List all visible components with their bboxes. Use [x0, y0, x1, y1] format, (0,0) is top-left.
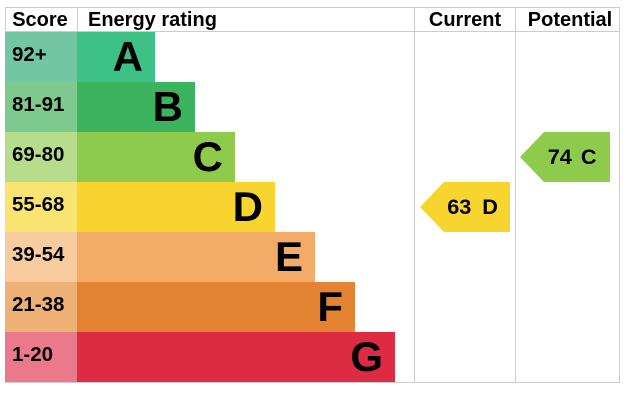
- svg-text:D: D: [482, 194, 498, 219]
- svg-text:C: C: [581, 144, 597, 169]
- svg-text:74: 74: [548, 144, 572, 169]
- svg-text:63: 63: [447, 194, 471, 219]
